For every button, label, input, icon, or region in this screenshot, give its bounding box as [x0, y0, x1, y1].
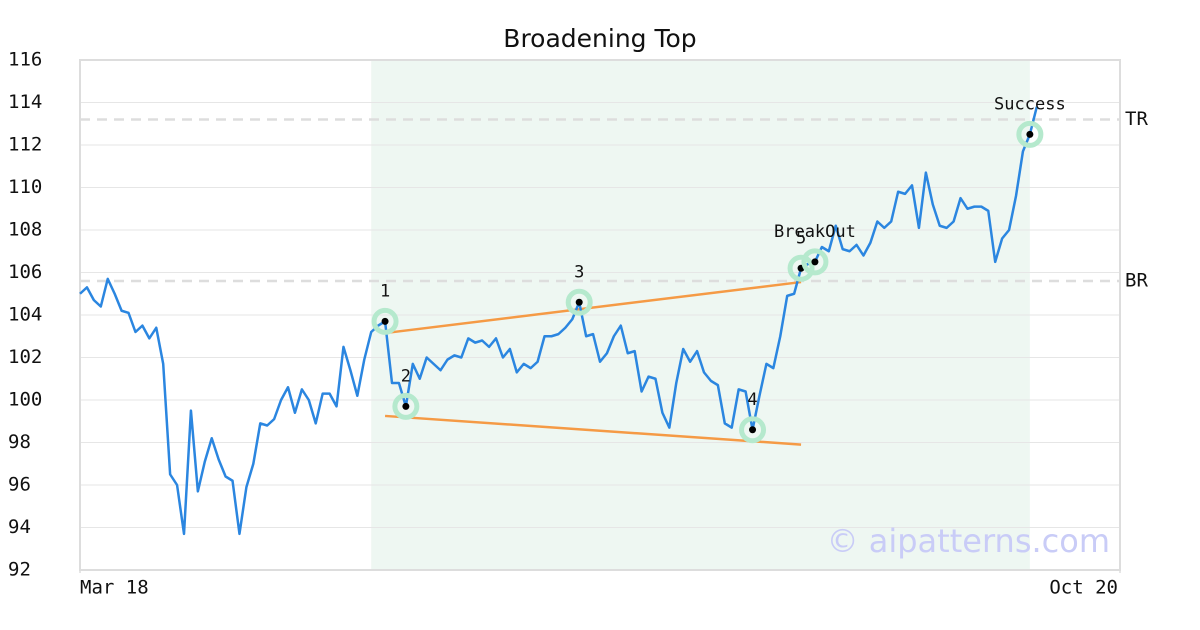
point-label: BreakOut	[774, 222, 856, 242]
trend-line	[384, 280, 802, 335]
point-label: Success	[994, 94, 1066, 114]
point-halo	[392, 392, 420, 420]
point-dot	[811, 258, 819, 266]
y-tick-label: 100	[8, 389, 42, 411]
point-halo	[801, 248, 829, 276]
y-tick-label: 98	[8, 431, 31, 453]
y-tick-label: 104	[8, 304, 42, 326]
point-halo	[565, 288, 593, 316]
y-tick-label: 106	[8, 261, 42, 283]
y-tick-label: 112	[8, 134, 42, 156]
point-halo	[739, 416, 767, 444]
y-tick-label: 102	[8, 346, 42, 368]
point-label: 4	[747, 390, 757, 410]
x-tick-label: Oct 20	[1049, 577, 1118, 599]
y-tick-label: 110	[8, 176, 42, 198]
point-dot	[402, 402, 410, 410]
y-tick-label: 114	[8, 91, 42, 113]
point-label: 5	[796, 228, 806, 248]
y-tick-label: 92	[8, 559, 31, 581]
point-dot	[749, 426, 757, 434]
point-halo	[371, 307, 399, 335]
chart-title: Broadening Top	[503, 24, 696, 53]
level-label: BR	[1125, 270, 1148, 292]
y-tick-label: 108	[8, 219, 42, 241]
price-line	[79, 106, 1039, 536]
y-tick-label: 116	[8, 49, 42, 71]
x-tick-label: Mar 18	[80, 577, 149, 599]
point-label: 2	[401, 366, 411, 386]
trend-line	[384, 414, 802, 446]
point-halo	[1016, 120, 1044, 148]
point-dot	[381, 317, 389, 325]
point-label: 1	[380, 281, 390, 301]
plot-frame	[79, 59, 1121, 571]
point-dot	[1026, 130, 1034, 138]
y-tick-label: 96	[8, 474, 31, 496]
point-halo	[787, 254, 815, 282]
watermark: © aipatterns.com	[827, 522, 1110, 560]
point-label: 3	[574, 262, 584, 282]
point-dot	[575, 298, 583, 306]
y-tick-label: 94	[8, 516, 31, 538]
level-label: TR	[1125, 108, 1148, 130]
